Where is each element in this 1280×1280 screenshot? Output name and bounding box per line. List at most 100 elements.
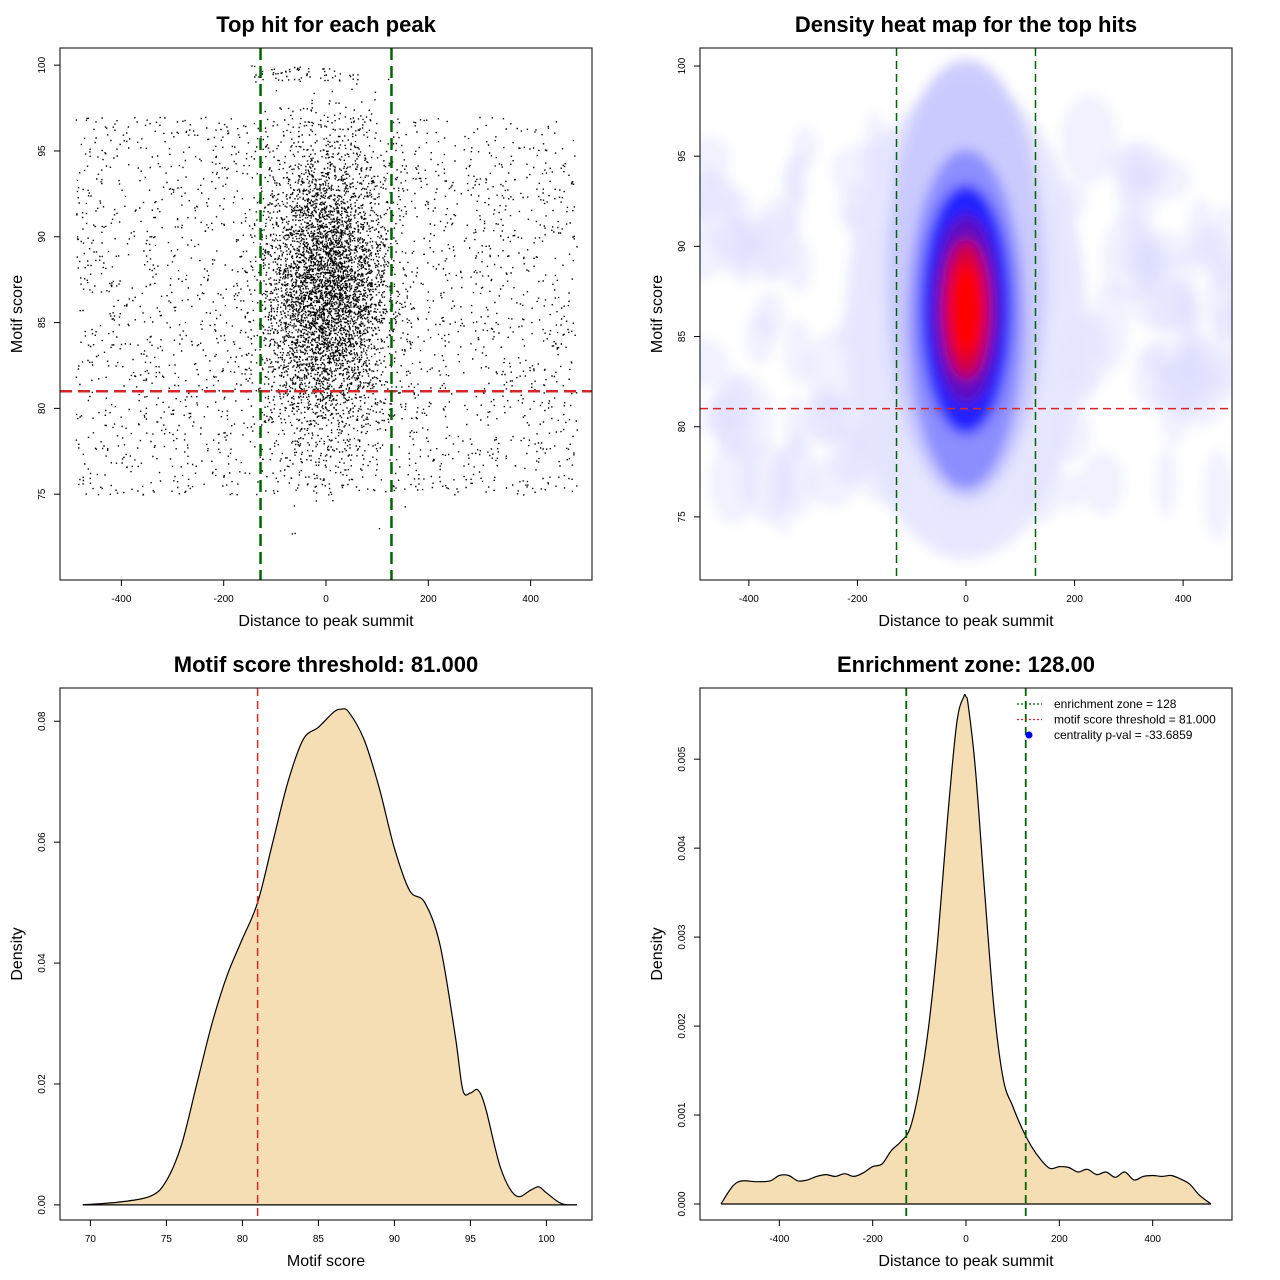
heat-background-blob: [741, 441, 792, 522]
heat-background-blob: [700, 338, 729, 387]
heat-background-blob: [752, 212, 782, 283]
legend-label: enrichment zone = 128: [1054, 697, 1177, 711]
heat-background-blob: [1155, 446, 1178, 518]
heat-background-blob: [700, 230, 731, 279]
y-tick-label: 0.02: [37, 1074, 48, 1094]
x-axis-label: Distance to peak summit: [878, 613, 1054, 630]
x-tick-label: 90: [389, 1234, 401, 1245]
y-axis-label: Motif score: [649, 275, 666, 353]
x-tick-label: 100: [538, 1234, 555, 1245]
x-tick-label: -200: [863, 1234, 883, 1245]
heat-background-blob: [1129, 270, 1189, 332]
legend-label: motif score threshold = 81.000: [1054, 713, 1216, 727]
x-tick-label: -400: [739, 594, 759, 605]
plot-frame: [699, 47, 1233, 581]
heat-background-blob: [1060, 471, 1084, 512]
chart-title: Density heat map for the top hits: [795, 12, 1137, 37]
y-axis-label: Density: [649, 927, 666, 980]
y-tick-label: 0.002: [677, 1013, 688, 1038]
heatmap-panel: Density heat map for the top hits Distanc…: [649, 12, 1233, 630]
heat-background-blob: [780, 433, 817, 517]
plot-frame: [59, 47, 593, 581]
heat-background-blob: [1159, 362, 1189, 447]
y-tick-label: 100: [677, 57, 688, 74]
x-tick-label: 95: [465, 1234, 477, 1245]
y-tick-label: 95: [677, 150, 688, 162]
heat-background-blob: [700, 136, 731, 182]
x-tick-label: 200: [420, 594, 437, 605]
heat-background-blob: [1181, 340, 1217, 410]
chart-title: Top hit for each peak: [216, 12, 436, 37]
y-axis-label: Motif score: [9, 275, 26, 353]
chart-title: Enrichment zone: 128.00: [837, 652, 1095, 677]
y-tick-label: 80: [677, 421, 688, 433]
density-area-group: [82, 708, 577, 1206]
heat-density-layer: [950, 261, 982, 358]
heatmap-layer: [700, 59, 1232, 560]
heat-background-blob: [1060, 94, 1118, 185]
legend-point-marker: [1025, 731, 1033, 739]
heat-background-blob: [1210, 205, 1232, 297]
x-tick-label: -200: [847, 594, 867, 605]
density-fill: [721, 694, 1211, 1204]
y-tick-label: 100: [37, 56, 48, 73]
heat-background-blob: [1080, 450, 1125, 516]
y-tick-label: 0.001: [677, 1102, 688, 1127]
x-tick-label: -400: [769, 1234, 789, 1245]
legend: enrichment zone = 128 motif score thresho…: [1017, 697, 1216, 742]
y-tick-label: 0.04: [37, 953, 48, 973]
heat-background-blob: [709, 440, 757, 525]
plot-frame: [699, 687, 1233, 1221]
y-tick-label: 80: [37, 402, 48, 414]
legend-label: centrality p-val = -33.6859: [1054, 728, 1193, 742]
y-tick-label: 90: [677, 240, 688, 252]
heat-background-blob: [1203, 359, 1232, 396]
x-tick-label: -200: [214, 594, 234, 605]
y-tick-label: 0.004: [677, 835, 688, 860]
y-tick-label: 75: [677, 511, 688, 523]
density-fill: [82, 708, 577, 1205]
motif-score-density-panel: Motif score threshold: 81.000 Motif score…: [9, 652, 593, 1270]
chart-title: Motif score threshold: 81.000: [174, 652, 478, 677]
y-tick-label: 0.005: [677, 746, 688, 771]
heat-background-blob: [786, 153, 808, 208]
x-tick-label: 200: [1066, 594, 1083, 605]
heatmap-blur-group: [700, 59, 1232, 560]
y-tick-label: 0.06: [37, 832, 48, 852]
x-tick-label: 75: [161, 1234, 173, 1245]
y-tick-label: 75: [37, 488, 48, 500]
x-tick-label: 0: [963, 594, 969, 605]
scatter-panel: Top hit for each peak Distance to peak su…: [9, 12, 593, 630]
density-curve: [82, 708, 577, 1206]
x-tick-label: 0: [323, 594, 329, 605]
x-tick-label: 70: [85, 1234, 97, 1245]
y-axis-label: Density: [9, 927, 26, 980]
density-curve: [720, 693, 1212, 1205]
heat-background-blob: [722, 224, 755, 278]
scatter-points: [75, 65, 578, 535]
heat-background-blob: [1115, 143, 1159, 238]
y-tick-label: 0.003: [677, 924, 688, 949]
x-tick-label: 200: [1051, 1234, 1068, 1245]
y-tick-label: 0.000: [677, 1191, 688, 1216]
y-tick-label: 85: [37, 317, 48, 329]
y-tick-label: 95: [37, 145, 48, 157]
density-area-group: [720, 693, 1212, 1205]
heat-background-blob: [803, 395, 847, 443]
scatter-points-path: [75, 65, 578, 535]
plot-frame: [59, 687, 593, 1221]
x-tick-label: -400: [111, 594, 131, 605]
heat-background-blob: [700, 171, 729, 221]
x-tick-label: 400: [1144, 1234, 1161, 1245]
x-tick-label: 80: [237, 1234, 249, 1245]
heat-background-blob: [754, 290, 786, 340]
heat-background-blob: [1203, 448, 1232, 541]
x-tick-label: 400: [1175, 594, 1192, 605]
x-tick-label: 85: [313, 1234, 325, 1245]
x-axis-label: Motif score: [287, 1253, 365, 1270]
x-axis-label: Distance to peak summit: [878, 1253, 1054, 1270]
x-tick-label: 0: [963, 1234, 969, 1245]
enrichment-density-panel: Enrichment zone: 128.00 Distance to peak …: [649, 652, 1233, 1270]
y-tick-label: 0.08: [37, 711, 48, 731]
